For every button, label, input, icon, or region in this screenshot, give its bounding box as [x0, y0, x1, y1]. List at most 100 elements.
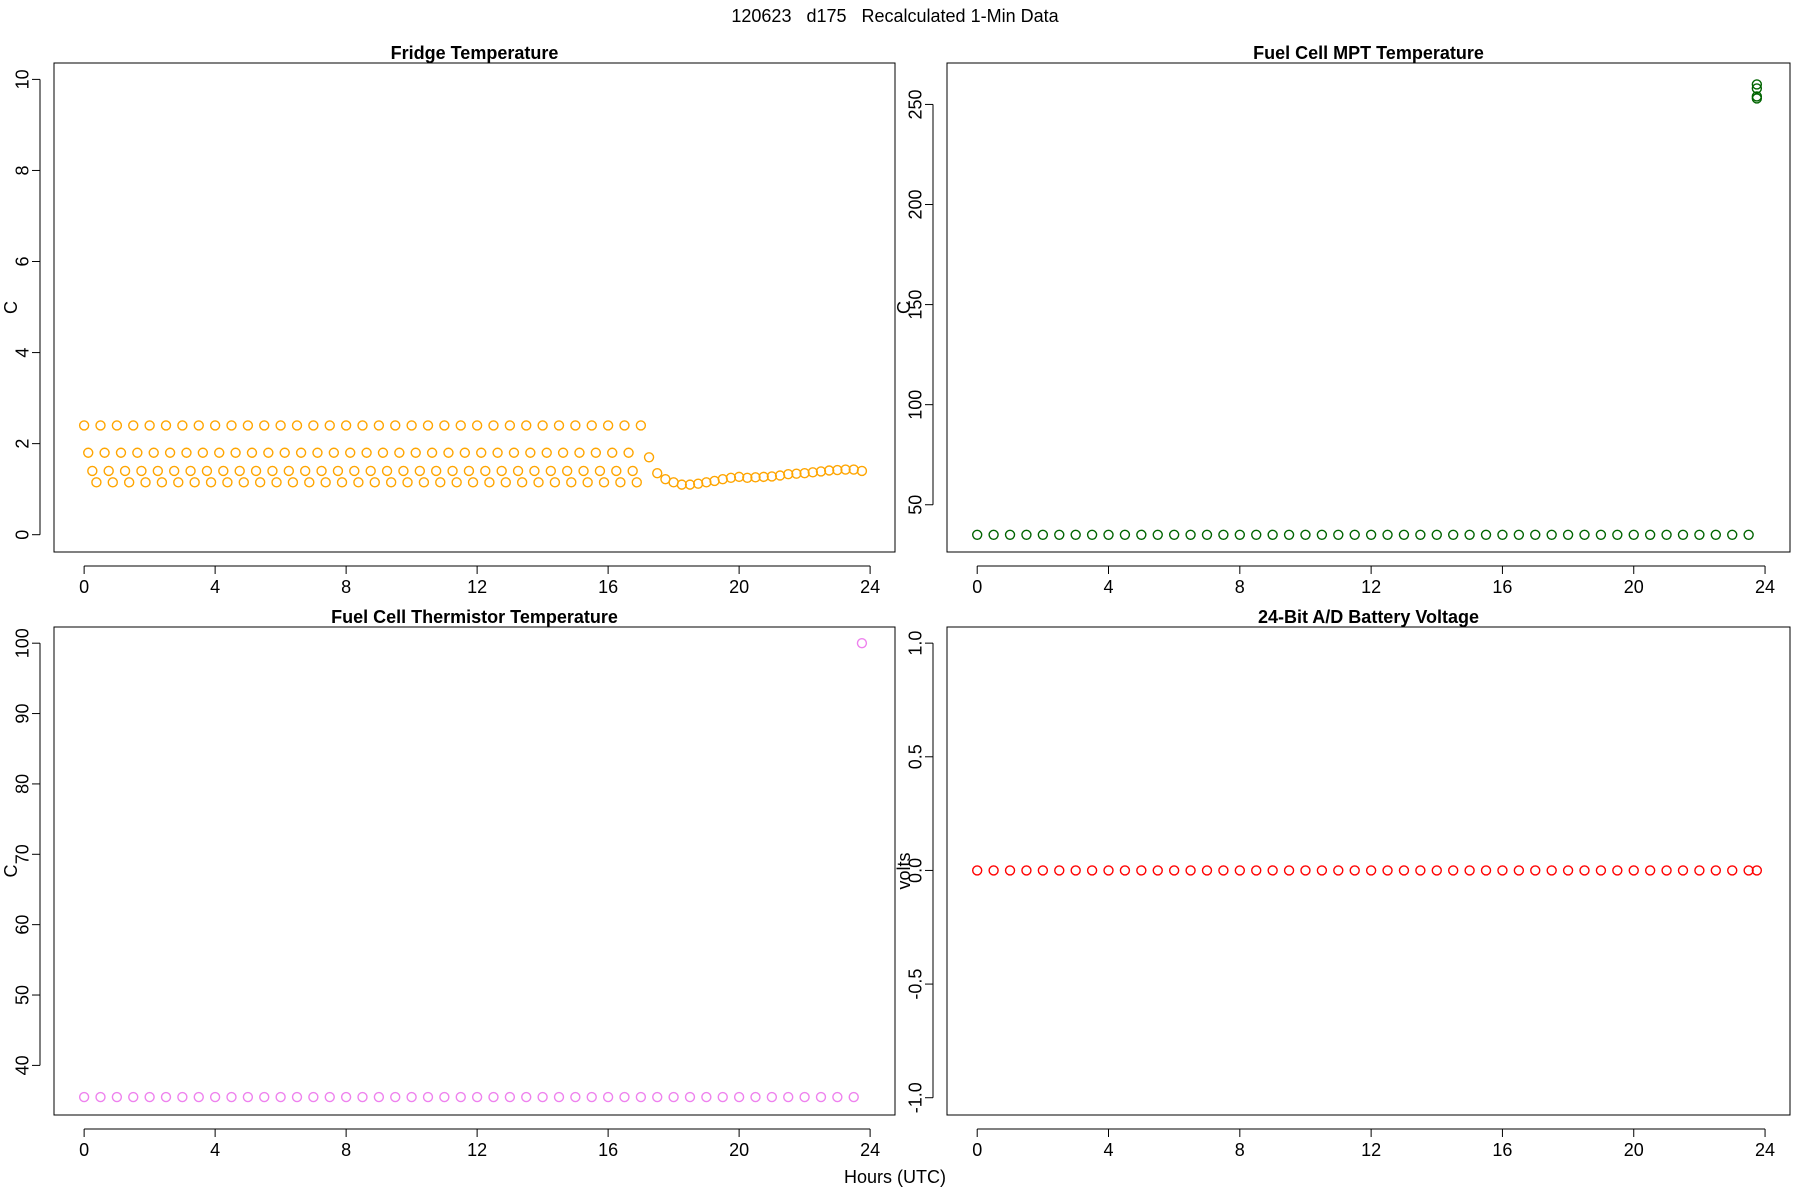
point — [193, 1091, 204, 1103]
point — [529, 465, 540, 477]
point — [1251, 529, 1262, 540]
point — [1267, 865, 1278, 876]
point — [373, 420, 385, 431]
point — [635, 420, 647, 431]
x-tick-label: 12 — [467, 1140, 487, 1160]
point — [521, 420, 532, 431]
point — [336, 477, 348, 488]
point — [1021, 529, 1032, 540]
point — [406, 1091, 417, 1103]
point — [140, 477, 151, 488]
point — [1070, 865, 1081, 876]
point — [1037, 529, 1049, 540]
point — [1316, 529, 1328, 540]
point — [291, 420, 303, 431]
point — [566, 477, 577, 488]
point — [455, 420, 466, 431]
point — [422, 1091, 434, 1103]
point — [1431, 529, 1442, 540]
point — [430, 465, 442, 477]
point — [615, 477, 626, 488]
point — [164, 447, 176, 458]
point — [476, 447, 487, 458]
point — [1234, 529, 1246, 540]
point — [1644, 865, 1656, 876]
point — [254, 477, 266, 488]
point — [561, 465, 573, 477]
y-tick-label: 90 — [13, 704, 33, 724]
point — [1579, 529, 1590, 540]
point — [275, 420, 286, 431]
point — [107, 477, 118, 488]
panel-title: Fuel Cell MPT Temperature — [1253, 43, 1484, 63]
point — [390, 1091, 401, 1103]
point — [856, 465, 868, 477]
point — [594, 465, 606, 477]
point — [144, 1091, 155, 1103]
x-tick-label: 8 — [341, 1140, 351, 1160]
point — [316, 465, 327, 477]
point — [369, 477, 380, 488]
figure-title: 120623 d175 Recalculated 1-Min Data — [731, 6, 1059, 26]
point — [467, 477, 479, 488]
point — [128, 420, 139, 431]
point — [480, 465, 491, 477]
point — [1562, 529, 1574, 540]
point — [1185, 865, 1196, 876]
point — [275, 1091, 286, 1103]
point — [623, 447, 634, 458]
point — [758, 471, 769, 483]
point — [1185, 529, 1196, 540]
point — [340, 1091, 352, 1103]
point — [1497, 865, 1508, 876]
point — [1021, 865, 1032, 876]
point — [259, 1091, 270, 1103]
point — [1136, 529, 1147, 540]
point — [783, 1091, 794, 1103]
point — [1119, 529, 1131, 540]
point — [602, 420, 614, 431]
y-tick-label: 100 — [906, 390, 926, 420]
point — [570, 420, 581, 431]
point — [582, 477, 593, 488]
point — [537, 420, 548, 431]
point — [332, 465, 344, 477]
point — [557, 447, 569, 458]
point — [1447, 529, 1459, 540]
point — [1004, 529, 1016, 540]
point — [1710, 529, 1722, 540]
point — [750, 472, 761, 483]
point — [1365, 865, 1377, 876]
panel-title: Fridge Temperature — [391, 43, 559, 63]
y-tick-label: 80 — [13, 774, 33, 794]
x-tick-label: 20 — [729, 1140, 749, 1160]
point — [1497, 529, 1508, 540]
x-tick-label: 24 — [860, 577, 880, 597]
y-tick-label: 50 — [906, 495, 926, 515]
point — [676, 479, 688, 490]
point — [684, 1091, 696, 1103]
point — [209, 1091, 221, 1103]
y-tick-label: 8 — [13, 165, 33, 175]
point — [308, 420, 319, 431]
plot-frame — [946, 62, 1791, 553]
point — [553, 420, 565, 431]
point — [1644, 529, 1656, 540]
point — [598, 477, 610, 488]
point — [324, 420, 335, 431]
x-tick-label: 8 — [341, 577, 351, 597]
point — [103, 465, 114, 477]
point — [1037, 865, 1049, 876]
point — [181, 447, 192, 458]
point — [988, 865, 999, 876]
point — [242, 420, 254, 431]
x-tick-label: 24 — [860, 1140, 880, 1160]
point — [357, 1091, 368, 1103]
point — [226, 1091, 237, 1103]
point — [78, 420, 90, 431]
point — [1694, 529, 1705, 540]
point — [815, 1091, 827, 1103]
point — [439, 1091, 450, 1103]
point — [807, 467, 818, 478]
